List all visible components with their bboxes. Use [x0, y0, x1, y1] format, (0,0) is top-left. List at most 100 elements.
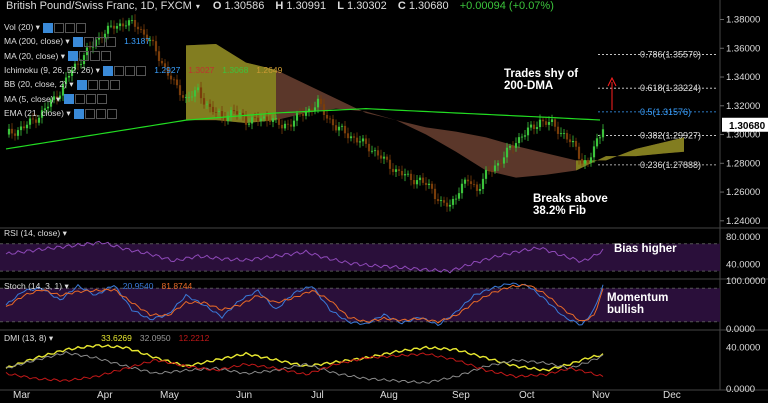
chevron-down-icon[interactable]: ▾ [195, 2, 200, 11]
indicator-legend-item[interactable]: BB (20, close, 2) ▾ [4, 79, 120, 90]
indicator-label: MA (5, close) [4, 93, 54, 104]
chevron-down-icon[interactable]: ▾ [63, 36, 73, 47]
indicator-label: Ichimoku (9, 26, 52, 26) [4, 64, 94, 75]
indicator-control-icon[interactable] [87, 79, 98, 90]
candle-body [376, 150, 380, 156]
candle-body [406, 173, 410, 175]
candle-body [265, 116, 269, 121]
candle-body [385, 156, 389, 160]
indicator-control-icon[interactable] [84, 37, 95, 48]
month-label: Mar [13, 390, 31, 401]
price-tick-label: 1.38000 [726, 15, 760, 26]
indicator-control-icon[interactable] [73, 37, 84, 48]
candle-body [34, 119, 38, 123]
indicator-legend-item[interactable]: Vol (20) ▾ [4, 22, 87, 33]
price-tick-label: 1.30000 [726, 130, 760, 141]
candle-body [130, 19, 134, 21]
candle-body [298, 113, 302, 115]
candle-body [586, 160, 590, 163]
indicator-control-icon[interactable] [103, 65, 114, 76]
indicator-control-icon[interactable] [136, 65, 147, 76]
candle-body [148, 39, 152, 41]
chevron-down-icon[interactable]: ▾ [64, 107, 73, 118]
rsi-legend[interactable]: RSI (14, close) ▾ [4, 228, 67, 238]
month-label: Dec [663, 390, 681, 401]
candle-body [187, 97, 191, 98]
candle-body [106, 25, 110, 34]
price-badge-label: 1.30680 [729, 121, 766, 132]
candle-body [70, 69, 74, 76]
candle-body [115, 26, 119, 29]
candle-body [535, 127, 539, 129]
candle-body [496, 163, 500, 166]
indicator-legend-item[interactable]: EMA (21, close) ▾ [4, 108, 117, 119]
candle-body [154, 41, 158, 52]
indicator-control-icon[interactable] [54, 22, 65, 33]
indicator-control-icon[interactable] [43, 22, 54, 33]
indicator-control-icon[interactable] [63, 94, 74, 105]
dmi-legend[interactable]: DMI (13, 8) ▾ 33.6269 32.0950 12.2212 [4, 333, 210, 343]
candle-body [88, 47, 92, 49]
candle-body [142, 29, 146, 35]
candle-body [241, 112, 245, 117]
chevron-down-icon[interactable]: ▾ [33, 22, 43, 32]
candle-body [340, 125, 344, 127]
indicator-control-icon[interactable] [96, 94, 107, 105]
indicator-control-icon[interactable] [95, 37, 106, 48]
candle-body [250, 117, 254, 124]
indicator-control-icon[interactable] [74, 94, 85, 105]
price-tick-label: 1.32000 [726, 101, 760, 112]
symbol-title[interactable]: British Pound/Swiss Franc, 1D, FXCM [6, 0, 192, 12]
indicator-control-icon[interactable] [96, 108, 106, 119]
indicator-legend-item[interactable]: MA (5, close) ▾ [4, 94, 107, 105]
candle-body [520, 136, 524, 138]
candle-body [550, 119, 554, 123]
chart-header: British Pound/Swiss Franc, 1D, FXCM ▾ O 1… [0, 0, 768, 18]
indicator-control-icon[interactable] [90, 51, 101, 62]
indicator-control-icon[interactable] [76, 22, 87, 33]
chevron-down-icon[interactable]: ▾ [66, 79, 76, 90]
indicator-legend-item[interactable]: MA (20, close) ▾ [4, 50, 112, 62]
indicator-control-icon[interactable] [106, 37, 117, 48]
indicator-control-icon[interactable] [125, 65, 136, 76]
indicator-control-icon[interactable] [65, 22, 76, 33]
candle-body [307, 108, 311, 112]
indicator-control-icon[interactable] [85, 94, 96, 105]
indicator-control-icon[interactable] [85, 108, 95, 119]
indicator-legend-item[interactable]: MA (200, close) ▾ 1.3187 [4, 36, 150, 48]
indicator-line--di [5, 352, 604, 383]
indicator-control-icon[interactable] [98, 79, 109, 90]
candle-body [118, 23, 122, 27]
indicator-legend-item[interactable]: Ichimoku (9, 26, 52, 26) ▾ 1.2927 1.3027 1… [4, 65, 282, 76]
indicator-control-icon[interactable] [107, 108, 117, 119]
fib-level-label: 0.5(1.31576) [640, 107, 691, 117]
candle-body [163, 63, 167, 68]
candle-body [160, 60, 164, 64]
indicator-label: Vol (20) [4, 22, 34, 32]
candle-body [181, 95, 185, 98]
indicator-control-icon[interactable] [109, 79, 120, 90]
stoch-legend[interactable]: Stoch (14, 3, 1) ▾ 20.9540 81.8744 [4, 281, 193, 291]
candle-body [274, 118, 278, 119]
indicator-control-icon[interactable] [114, 65, 125, 76]
candle-body [277, 118, 281, 125]
month-label: Jul [311, 390, 324, 401]
candle-body [421, 177, 425, 183]
indicator-control-icon[interactable] [79, 51, 90, 62]
candle-body [598, 137, 602, 139]
candle-body [79, 64, 83, 65]
indicator-control-icon[interactable] [68, 51, 79, 62]
chevron-down-icon[interactable]: ▾ [58, 50, 68, 61]
candle-body [508, 146, 512, 148]
chevron-down-icon[interactable]: ▾ [93, 64, 103, 75]
indicator-control-icon[interactable] [101, 51, 112, 62]
candle-body [439, 200, 443, 202]
indicator-control-icon[interactable] [76, 79, 87, 90]
indicator-control-icon[interactable] [74, 108, 84, 119]
candle-body [460, 183, 464, 194]
chevron-down-icon[interactable]: ▾ [53, 93, 63, 104]
candle-body [556, 126, 560, 134]
candle-body [13, 133, 17, 136]
annotation-bias: Bias higher [614, 243, 677, 255]
